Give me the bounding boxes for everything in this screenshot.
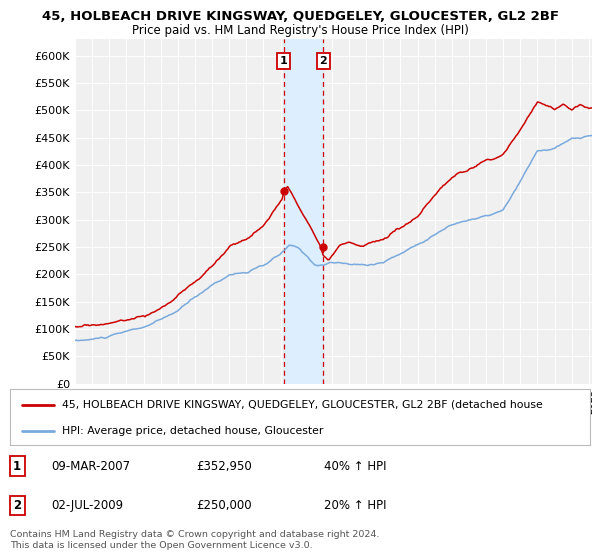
Text: Price paid vs. HM Land Registry's House Price Index (HPI): Price paid vs. HM Land Registry's House … <box>131 24 469 36</box>
Text: 45, HOLBEACH DRIVE KINGSWAY, QUEDGELEY, GLOUCESTER, GL2 2BF: 45, HOLBEACH DRIVE KINGSWAY, QUEDGELEY, … <box>41 10 559 23</box>
Text: 02-JUL-2009: 02-JUL-2009 <box>51 499 123 512</box>
Text: 1: 1 <box>280 56 287 66</box>
Text: Contains HM Land Registry data © Crown copyright and database right 2024.
This d: Contains HM Land Registry data © Crown c… <box>10 530 380 550</box>
Text: 2: 2 <box>319 56 327 66</box>
Text: £250,000: £250,000 <box>196 499 251 512</box>
Bar <box>284 39 323 384</box>
Text: 09-MAR-2007: 09-MAR-2007 <box>51 460 130 473</box>
Text: HPI: Average price, detached house, Gloucester: HPI: Average price, detached house, Glou… <box>62 426 324 436</box>
Text: £352,950: £352,950 <box>196 460 251 473</box>
Text: 45, HOLBEACH DRIVE KINGSWAY, QUEDGELEY, GLOUCESTER, GL2 2BF (detached house: 45, HOLBEACH DRIVE KINGSWAY, QUEDGELEY, … <box>62 400 543 410</box>
Text: 20% ↑ HPI: 20% ↑ HPI <box>323 499 386 512</box>
Text: 2: 2 <box>13 499 21 512</box>
Text: 40% ↑ HPI: 40% ↑ HPI <box>323 460 386 473</box>
Text: 1: 1 <box>13 460 21 473</box>
